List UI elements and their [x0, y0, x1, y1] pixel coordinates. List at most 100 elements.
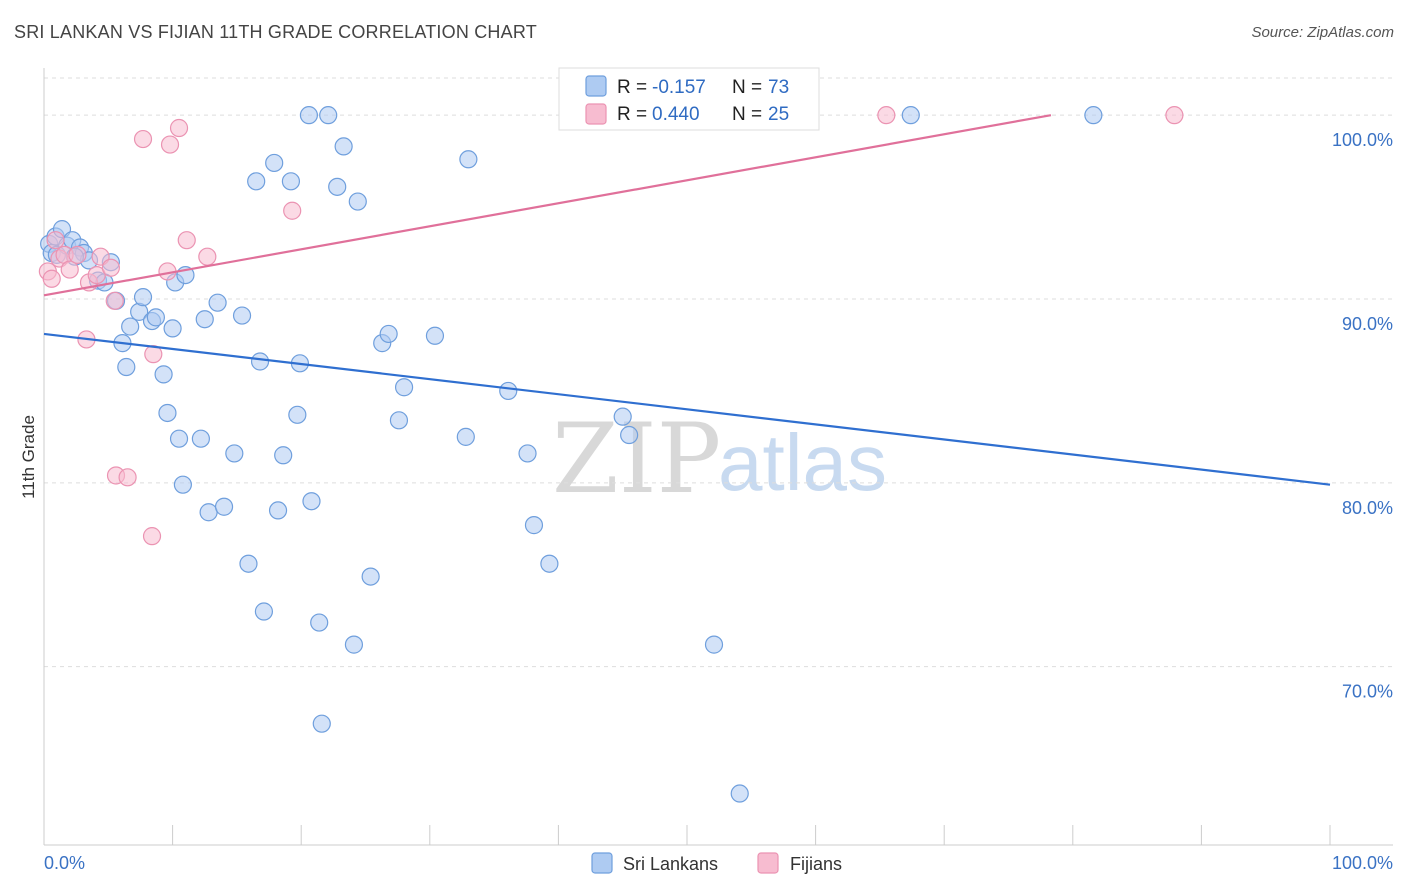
sri-lankans-point-70 — [1084, 106, 1103, 125]
sri-lankans-point-65 — [613, 407, 632, 426]
sri-lankans-point-58 — [425, 326, 445, 345]
fijians-point-20 — [169, 118, 189, 138]
sri-lankans-point-36 — [247, 172, 266, 191]
gridlines — [44, 77, 1393, 668]
fijians-point-14 — [118, 468, 137, 487]
legend-n-value-0: 73 — [768, 77, 789, 98]
sri-lankans-point-16 — [121, 317, 140, 336]
sri-lankans-point-15 — [117, 357, 136, 377]
sri-lankans-point-20 — [146, 308, 165, 327]
sri-lankans-point-51 — [344, 635, 364, 654]
sri-lankans-point-47 — [312, 714, 331, 733]
sri-lankans-point-44 — [299, 106, 319, 125]
sri-lankans-point-57 — [394, 378, 414, 397]
y-tick-label-80: 80.0% — [1342, 498, 1393, 518]
series-fijians — [38, 106, 1184, 546]
legend-box: R = -0.157 N = 73 R = 0.440 N = 25 — [558, 67, 820, 131]
sri-lankans-point-38 — [254, 602, 274, 621]
sri-lankans-point-66 — [620, 425, 639, 445]
y-tick-labels: 70.0% 80.0% 90.0% 100.0% — [1332, 130, 1393, 702]
legend-r-label-1: R = — [617, 104, 647, 125]
sri-lankans-point-63 — [524, 516, 544, 535]
sri-lankans-point-55 — [379, 324, 398, 344]
sri-lankans-point-22 — [158, 403, 177, 423]
watermark-atlas: atlas — [718, 418, 887, 507]
bottom-legend-swatch-fijians — [757, 852, 779, 874]
y-tick-label-70: 70.0% — [1342, 682, 1393, 702]
sri-lankans-point-33 — [225, 444, 244, 463]
sri-lankans-point-69 — [901, 106, 920, 125]
trend-lines — [43, 114, 1331, 486]
sri-lankans-point-29 — [195, 310, 214, 329]
legend-n-value-1: 25 — [768, 104, 789, 125]
bottom-legend: Sri Lankans Fijians — [591, 852, 842, 874]
sri-lankans-point-46 — [310, 613, 329, 632]
sri-lankans-point-62 — [518, 444, 537, 463]
sri-lankans-point-39 — [268, 501, 288, 520]
y-tick-label-100: 100.0% — [1332, 130, 1393, 150]
bottom-legend-label-sri-lankans: Sri Lankans — [623, 854, 718, 874]
legend-swatch-sri-lankans — [585, 75, 607, 97]
sri-lankans-point-67 — [704, 635, 724, 654]
chart-title: SRI LANKAN VS FIJIAN 11TH GRADE CORRELAT… — [14, 22, 537, 42]
legend-r-label-0: R = — [617, 77, 647, 98]
y-tick-label-90: 90.0% — [1342, 314, 1393, 334]
x-axis-ticks — [43, 825, 1331, 845]
sri-lankans-point-31 — [208, 293, 227, 312]
fijians-point-11 — [105, 291, 124, 310]
sri-lankans-point-48 — [319, 106, 338, 125]
sri-lankans-point-68 — [730, 784, 749, 803]
sri-lankans-point-45 — [302, 492, 321, 511]
legend-swatch-fijians — [585, 103, 607, 125]
legend-r-value-0: -0.157 — [652, 77, 706, 98]
sri-lankans-point-53 — [361, 567, 380, 586]
fijians-point-5 — [60, 260, 79, 279]
sri-lankans-point-18 — [133, 288, 153, 307]
chart-source: Source: ZipAtlas.com — [1251, 24, 1394, 41]
bottom-legend-label-fijians: Fijians — [790, 854, 842, 874]
fijians-point-19 — [160, 135, 180, 154]
fijians-point-10 — [101, 258, 120, 277]
legend-n-label-1: N = — [732, 104, 762, 125]
x-tick-label-max: 100.0% — [1332, 853, 1393, 873]
sri-lankans-point-71 — [265, 153, 284, 173]
sri-lankans-point-26 — [173, 475, 192, 494]
sri-lankans-point-64 — [540, 554, 559, 573]
sri-lankans-point-21 — [154, 365, 173, 384]
sri-lankans-point-50 — [334, 137, 353, 156]
bottom-legend-swatch-sri-lankans — [591, 852, 613, 874]
sri-lankans-point-23 — [163, 319, 182, 338]
sri-lankans-point-41 — [281, 172, 301, 191]
sri-lankans-point-35 — [239, 554, 258, 573]
legend-n-label-0: N = — [732, 77, 762, 98]
fijians-point-8 — [87, 265, 106, 285]
legend-r-value-1: 0.440 — [652, 104, 700, 125]
sri-lankans-point-25 — [169, 429, 189, 448]
sri-lankans-point-28 — [191, 429, 210, 448]
sri-lankans-point-42 — [288, 405, 307, 424]
sri-lankans-point-49 — [328, 177, 347, 196]
watermark-zip: ZIP — [552, 403, 721, 515]
sri-lankans-point-56 — [389, 411, 409, 430]
fijians-point-22 — [198, 247, 217, 266]
fijians-point-2 — [46, 231, 65, 250]
fijians-point-1 — [42, 269, 61, 288]
sri-lankans-point-40 — [274, 446, 293, 465]
trend-line-fijians — [43, 114, 1052, 297]
sri-lankans-point-52 — [348, 192, 367, 211]
series-sri-lankans — [40, 106, 1103, 803]
sri-lankans-point-37 — [250, 352, 270, 371]
fijians-point-6 — [68, 245, 87, 264]
trend-line-sri-lankans — [43, 332, 1331, 486]
sri-lankans-point-30 — [199, 503, 218, 522]
sri-lankans-point-59 — [456, 427, 475, 446]
fijians-point-25 — [1165, 106, 1184, 125]
sri-lankans-point-32 — [214, 497, 234, 516]
fijians-point-23 — [283, 201, 302, 220]
fijians-point-21 — [177, 231, 196, 250]
x-tick-label-min: 0.0% — [44, 853, 85, 873]
y-axis-label: 11th Grade — [19, 415, 38, 499]
fijians-point-17 — [142, 527, 162, 546]
sri-lankans-point-60 — [459, 150, 478, 169]
